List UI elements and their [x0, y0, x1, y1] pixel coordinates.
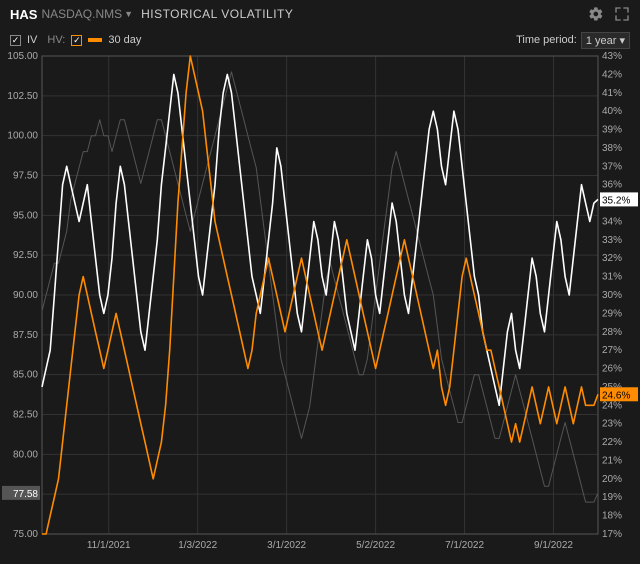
- svg-text:97.50: 97.50: [13, 171, 38, 182]
- fullscreen-icon[interactable]: [614, 6, 630, 22]
- hv30-swatch: [88, 38, 102, 42]
- svg-text:92.50: 92.50: [13, 250, 38, 261]
- volatility-chart: 75.0077.5080.0082.5085.0087.5090.0092.50…: [0, 52, 640, 564]
- svg-text:5/2/2022: 5/2/2022: [356, 540, 395, 551]
- gear-icon[interactable]: [588, 6, 604, 22]
- svg-text:32%: 32%: [602, 253, 622, 264]
- svg-text:42%: 42%: [602, 69, 622, 80]
- svg-text:82.50: 82.50: [13, 410, 38, 421]
- chart-header: HAS NASDAQ.NMS ▼ HISTORICAL VOLATILITY: [0, 0, 640, 28]
- svg-text:26%: 26%: [602, 364, 622, 375]
- svg-text:24%: 24%: [602, 400, 622, 411]
- ticker-symbol: HAS: [10, 7, 37, 22]
- svg-text:31%: 31%: [602, 272, 622, 283]
- svg-text:35.2%: 35.2%: [602, 195, 630, 206]
- hv-legend-label: HV:: [47, 34, 65, 46]
- iv-legend-label: IV: [27, 34, 37, 46]
- svg-text:105.00: 105.00: [7, 52, 38, 62]
- svg-text:38%: 38%: [602, 143, 622, 154]
- svg-text:43%: 43%: [602, 52, 622, 62]
- hv30-legend-label: 30 day: [108, 34, 141, 46]
- svg-text:1/3/2022: 1/3/2022: [178, 540, 217, 551]
- svg-text:95.00: 95.00: [13, 210, 38, 221]
- time-period-label: Time period:: [516, 34, 577, 46]
- svg-text:33%: 33%: [602, 235, 622, 246]
- svg-text:100.00: 100.00: [7, 131, 38, 142]
- svg-text:30%: 30%: [602, 290, 622, 301]
- svg-text:77.58: 77.58: [13, 489, 38, 500]
- svg-text:18%: 18%: [602, 511, 622, 522]
- svg-text:17%: 17%: [602, 529, 622, 540]
- exchange-label: NASDAQ.NMS: [41, 7, 122, 21]
- svg-text:36%: 36%: [602, 180, 622, 191]
- svg-text:11/1/2021: 11/1/2021: [87, 540, 131, 551]
- svg-text:29%: 29%: [602, 308, 622, 319]
- svg-text:7/1/2022: 7/1/2022: [445, 540, 484, 551]
- svg-text:22%: 22%: [602, 437, 622, 448]
- svg-text:20%: 20%: [602, 474, 622, 485]
- svg-text:85.00: 85.00: [13, 370, 38, 381]
- ticker-dropdown-icon[interactable]: ▼: [124, 9, 133, 19]
- svg-text:24.6%: 24.6%: [602, 390, 630, 401]
- svg-text:3/1/2022: 3/1/2022: [267, 540, 306, 551]
- svg-text:87.50: 87.50: [13, 330, 38, 341]
- time-period-value: 1 year: [586, 35, 617, 47]
- svg-text:23%: 23%: [602, 419, 622, 430]
- svg-text:21%: 21%: [602, 455, 622, 466]
- iv-checkbox[interactable]: [10, 35, 21, 46]
- svg-text:39%: 39%: [602, 125, 622, 136]
- svg-text:28%: 28%: [602, 327, 622, 338]
- chart-title: HISTORICAL VOLATILITY: [141, 7, 293, 21]
- svg-text:34%: 34%: [602, 216, 622, 227]
- svg-text:9/1/2022: 9/1/2022: [534, 540, 573, 551]
- chevron-down-icon: ▾: [619, 35, 625, 47]
- svg-text:75.00: 75.00: [13, 529, 38, 540]
- svg-text:19%: 19%: [602, 492, 622, 503]
- hv30-checkbox[interactable]: [71, 35, 82, 46]
- svg-text:37%: 37%: [602, 161, 622, 172]
- svg-text:102.50: 102.50: [7, 91, 38, 102]
- time-period-select[interactable]: 1 year ▾: [581, 32, 630, 49]
- svg-text:40%: 40%: [602, 106, 622, 117]
- svg-text:41%: 41%: [602, 88, 622, 99]
- chart-area: 75.0077.5080.0082.5085.0087.5090.0092.50…: [0, 52, 640, 564]
- svg-text:27%: 27%: [602, 345, 622, 356]
- legend-row: IV HV: 30 day Time period: 1 year ▾: [0, 28, 640, 52]
- svg-text:90.00: 90.00: [13, 290, 38, 301]
- svg-text:80.00: 80.00: [13, 449, 38, 460]
